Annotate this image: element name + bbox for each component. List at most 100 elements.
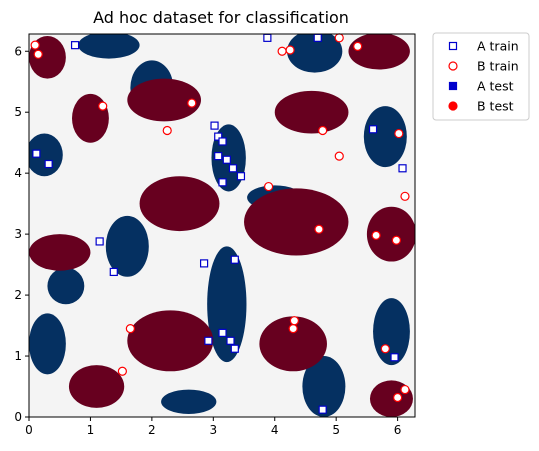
y-tick-label: 6 (14, 44, 22, 58)
point-a-train (109, 267, 118, 277)
point-a-train (313, 33, 322, 42)
legend-label-a-train: A train (477, 39, 519, 54)
region-class-b (68, 365, 125, 408)
x-axis: 0 1 2 3 4 5 6 (25, 417, 401, 437)
y-tick-label: 2 (14, 288, 22, 302)
point-b-train (314, 224, 324, 234)
region-class-a (29, 313, 66, 375)
point-b-train (125, 324, 135, 334)
point-a-train (390, 353, 399, 362)
point-a-train (263, 33, 272, 42)
x-tick-label: 3 (209, 423, 217, 437)
region-class-a (207, 246, 247, 363)
region-class-b (366, 206, 415, 262)
legend-marker-a-test (448, 81, 458, 91)
point-a-train (318, 405, 327, 414)
legend-label-b-test: B test (477, 99, 514, 114)
point-b-train (30, 40, 40, 50)
point-a-train (218, 178, 227, 187)
x-tick-label: 0 (25, 423, 33, 437)
y-axis: 0 1 2 3 4 5 6 (14, 44, 29, 424)
y-tick-label: 5 (14, 105, 22, 119)
x-tick-label: 1 (87, 423, 95, 437)
x-tick-label: 2 (148, 423, 156, 437)
region-class-a (29, 133, 63, 177)
point-b-train (393, 392, 403, 403)
legend-frame (432, 32, 530, 121)
region-class-b (127, 310, 214, 372)
region-class-b (244, 188, 349, 256)
point-a-train (70, 41, 80, 50)
region-class-a (287, 34, 343, 73)
region-class-a (302, 356, 346, 417)
point-b-train (353, 41, 363, 51)
point-a-train (222, 155, 231, 164)
point-a-train (236, 172, 246, 181)
plot-area (28, 33, 416, 418)
legend-marker-b-train (448, 61, 458, 71)
point-b-train (288, 324, 298, 334)
point-b-train (162, 125, 172, 136)
region-class-a (78, 34, 140, 59)
point-a-train (368, 125, 378, 134)
point-a-train (210, 121, 219, 130)
region-class-a (161, 389, 217, 414)
y-tick-label: 4 (14, 166, 22, 180)
point-b-train (334, 33, 344, 43)
y-tick-label: 1 (14, 349, 22, 363)
data-points (30, 33, 410, 414)
point-a-train (32, 149, 41, 158)
x-tick-label: 4 (271, 423, 279, 437)
region-class-b (274, 90, 349, 134)
point-b-train (318, 125, 328, 136)
legend: A train B train A test B test (432, 32, 530, 121)
y-tick-label: 3 (14, 227, 22, 241)
point-a-train (214, 151, 223, 161)
point-b-train (285, 45, 295, 55)
point-a-train (204, 336, 213, 345)
y-tick-label: 0 (14, 410, 22, 424)
point-b-train (400, 384, 410, 395)
axes-frame (28, 33, 416, 418)
point-a-train (226, 336, 235, 345)
point-a-train (228, 164, 238, 173)
point-a-train (214, 132, 223, 141)
point-a-train (230, 255, 239, 264)
region-class-b (29, 234, 91, 271)
point-b-train (391, 235, 401, 245)
point-b-train (98, 101, 108, 111)
point-b-train (187, 98, 197, 108)
point-b-train (289, 316, 300, 326)
region-class-a (363, 106, 407, 168)
point-b-train (334, 151, 344, 161)
region-class-a (47, 267, 85, 305)
region-class-b (348, 34, 410, 70)
point-a-train (230, 344, 239, 353)
point-b-train (394, 128, 404, 139)
x-tick-label: 6 (394, 423, 402, 437)
x-tick-label: 5 (332, 423, 340, 437)
point-b-train (371, 230, 381, 240)
legend-marker-b-test (448, 101, 458, 111)
point-b-train (33, 49, 43, 59)
legend-marker-a-train (448, 41, 458, 51)
point-b-train (117, 366, 127, 376)
point-a-train (218, 328, 227, 337)
point-b-train (277, 46, 287, 56)
point-a-train (95, 237, 104, 246)
region-class-b (259, 316, 327, 372)
region-class-b (72, 93, 109, 143)
chart-title: Ad hoc dataset for classification (93, 8, 349, 27)
region-class-a (105, 215, 149, 277)
legend-label-b-train: B train (477, 59, 519, 74)
point-b-train (263, 181, 274, 192)
point-b-train (400, 191, 410, 201)
point-a-train (218, 137, 227, 146)
point-a-train (398, 164, 407, 173)
legend-label-a-test: A test (477, 79, 514, 94)
region-class-b (127, 78, 202, 122)
region-class-b (139, 176, 220, 232)
point-a-train (199, 259, 209, 268)
point-a-train (44, 159, 53, 169)
